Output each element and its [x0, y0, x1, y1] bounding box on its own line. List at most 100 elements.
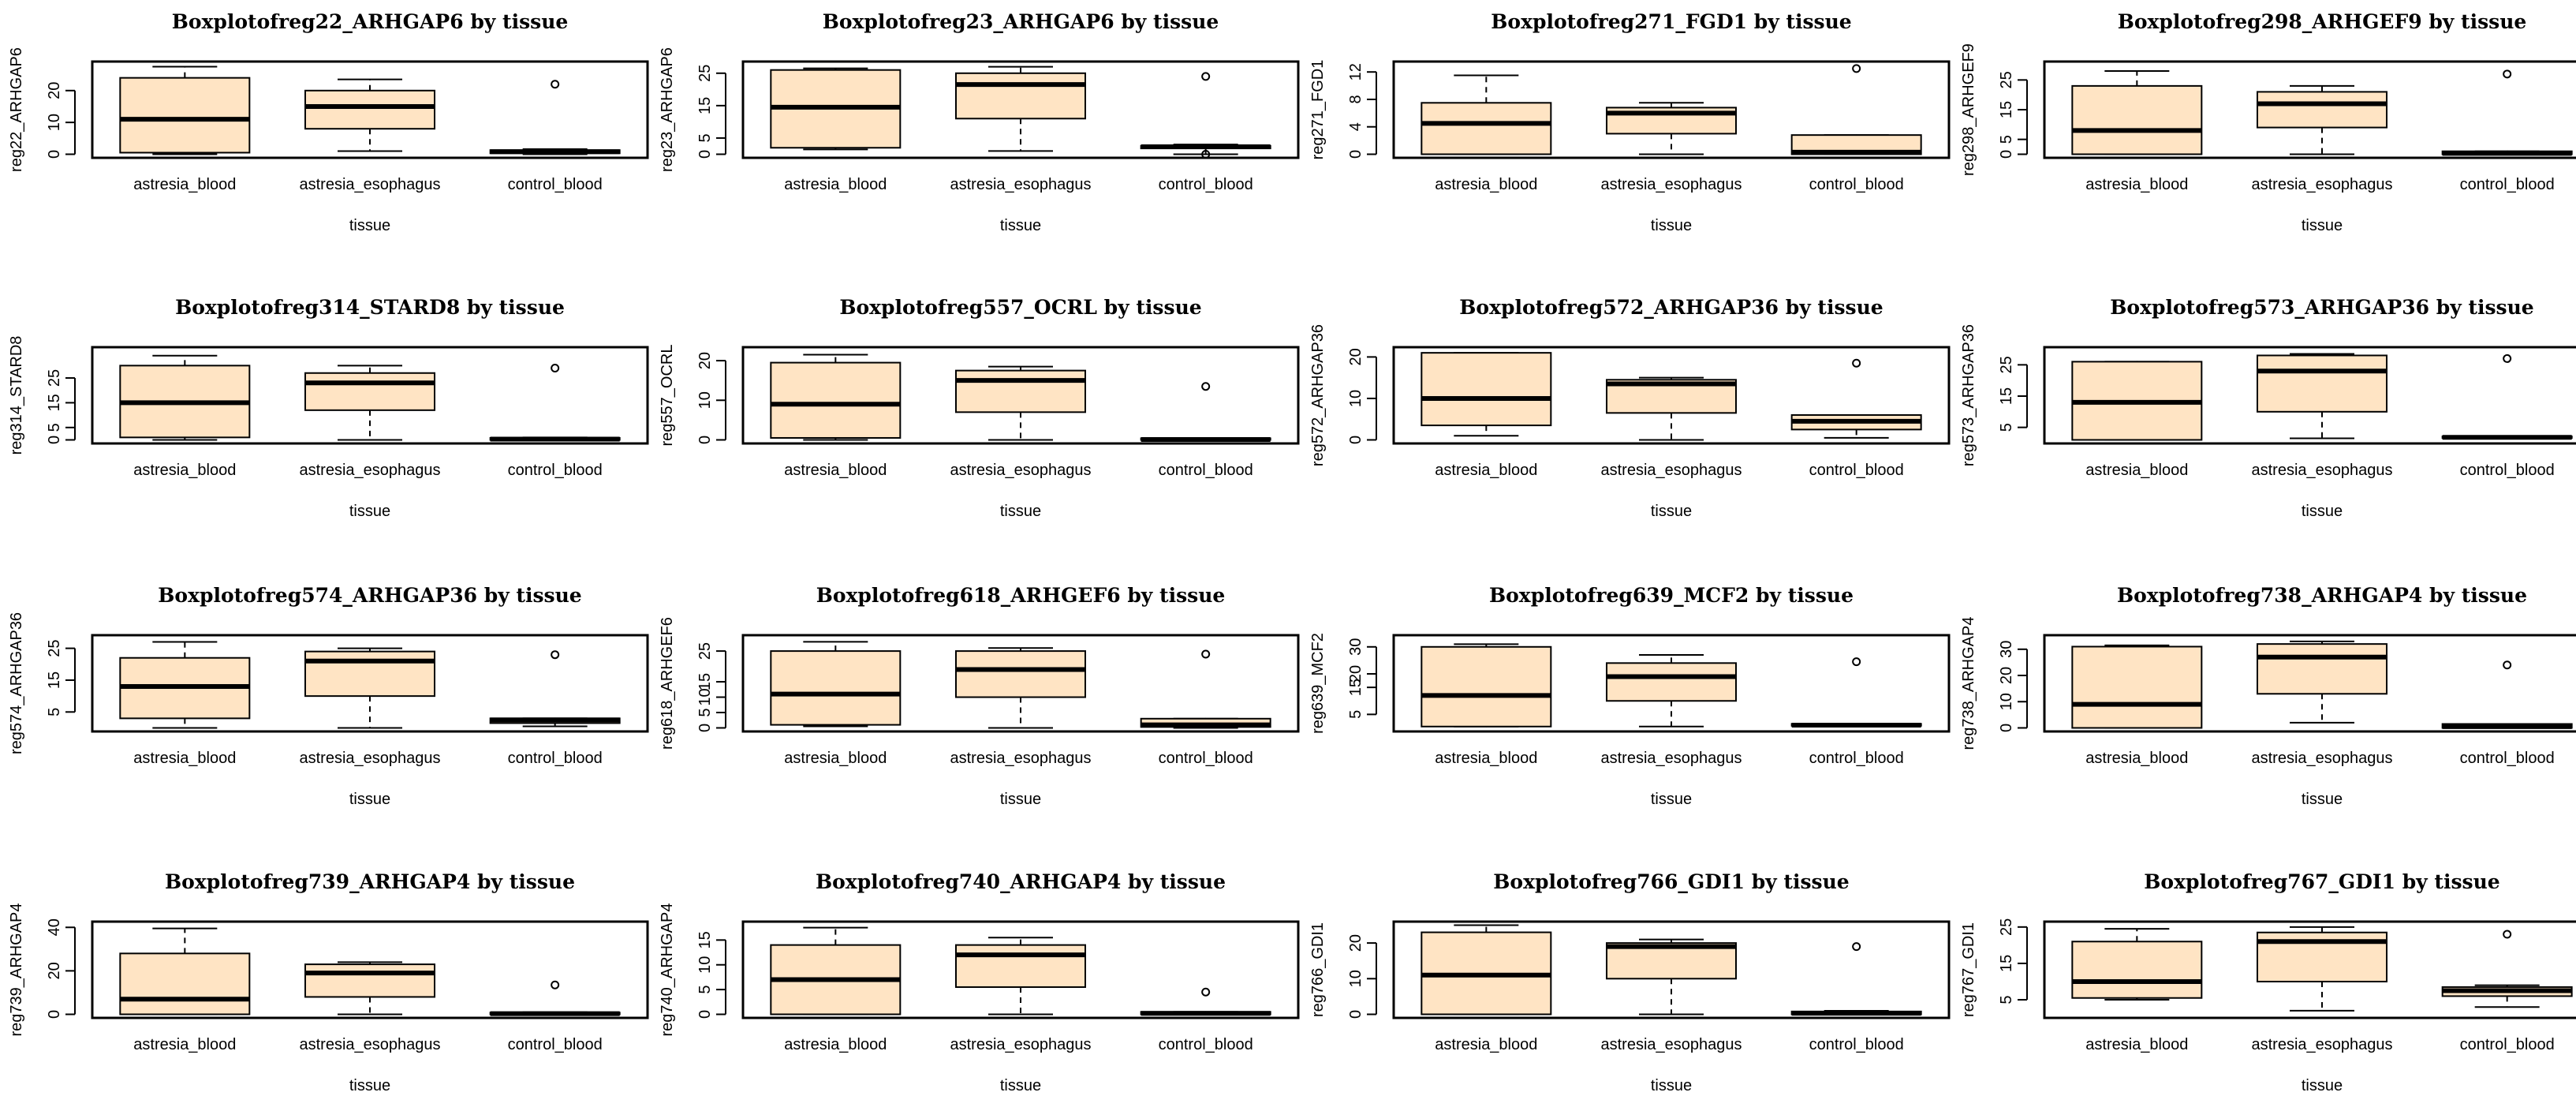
y-axis-label: reg766_GDI1: [1309, 922, 1327, 1017]
iqr-box: [955, 650, 1086, 698]
chart-panel-15: Boxplotofreg766_GDI1 by tissue 0 10 20 reg76…: [1309, 870, 1951, 1094]
outlier-point: [1201, 149, 1211, 159]
box-astresia_esophagus: [955, 937, 1086, 1016]
iqr-box: [1421, 645, 1552, 728]
y-tick-label: 20: [1998, 667, 2015, 684]
outlier-point: [1201, 649, 1211, 659]
box-astresia_blood: [770, 354, 902, 441]
iqr-box: [2257, 354, 2387, 413]
y-axis-label: reg639_MCF2: [1309, 633, 1327, 734]
plot-frame: [1392, 60, 1951, 159]
iqr-box: [2071, 941, 2203, 999]
x-category-label: astresia_esophagus: [1600, 176, 1742, 193]
y-tick-label: 20: [1347, 665, 1365, 683]
iqr-box: [2257, 91, 2387, 129]
chart-panel-3: Boxplotofreg271_FGD1 by tissue 0 4 8 12 reg27…: [1309, 10, 1951, 234]
x-category-label: astresia_esophagus: [950, 750, 1091, 767]
y-tick-label: 15: [1998, 955, 2015, 972]
y-tick-label: 15: [46, 671, 63, 689]
plot-frame: [2043, 920, 2576, 1019]
box-control_blood: [489, 80, 621, 155]
box-control_blood: [2441, 69, 2573, 156]
iqr-box: [955, 944, 1086, 988]
y-tick-label: 15: [1998, 101, 2015, 118]
chart-panel-2: Boxplotofreg23_ARHGAP6 by tissue 0 5 15 25 re…: [659, 10, 1300, 234]
x-category-label: astresia_esophagus: [2251, 462, 2392, 479]
iqr-box: [119, 952, 251, 1016]
x-axis-label: tissue: [349, 791, 390, 808]
y-axis-label: reg271_FGD1: [1309, 60, 1327, 160]
chart-panel-7: Boxplotofreg572_ARHGAP36 by tissue 0 10 20 r…: [1309, 296, 1951, 520]
box-astresia_esophagus: [2257, 926, 2387, 1012]
x-category-label: astresia_blood: [2085, 462, 2188, 479]
iqr-box: [955, 369, 1086, 413]
y-tick-label: 30: [1347, 638, 1365, 656]
iqr-box: [119, 77, 251, 154]
x-axis-label: tissue: [1651, 503, 1692, 520]
box-astresia_blood: [770, 67, 902, 151]
y-tick-label: 20: [46, 82, 63, 99]
box-astresia_esophagus: [2257, 84, 2387, 155]
y-tick-label: 0: [696, 1010, 714, 1019]
x-category-label: astresia_esophagus: [299, 1036, 440, 1053]
y-tick-label: 15: [696, 673, 714, 690]
box-control_blood: [1140, 987, 1271, 1016]
box-astresia_blood: [119, 927, 251, 1016]
y-tick-label: 5: [1998, 135, 2015, 144]
chart-title: Boxplotofreg738_ARHGAP4 by tissue: [2117, 584, 2527, 607]
y-axis-label: reg557_OCRL: [659, 345, 676, 447]
chart-title: Boxplotofreg572_ARHGAP36 by tissue: [1459, 296, 1883, 319]
x-category-label: astresia_esophagus: [950, 462, 1091, 479]
y-axis-label: reg298_ARHGEF9: [1960, 43, 1977, 176]
outlier-point: [1852, 942, 1861, 952]
box-control_blood: [1790, 358, 1922, 439]
y-tick-label: 15: [46, 394, 63, 411]
chart-title: Boxplotofreg574_ARHGAP36 by tissue: [158, 584, 581, 607]
x-axis-label: tissue: [1000, 791, 1041, 808]
plot-frame: [2043, 346, 2576, 445]
iqr-box: [955, 72, 1086, 120]
chart-panel-12: Boxplotofreg738_ARHGAP4 by tissue 0 10 20 30…: [1960, 584, 2576, 808]
x-category-label: astresia_blood: [1435, 1036, 1537, 1053]
y-tick-label: 5: [46, 423, 63, 432]
box-astresia_esophagus: [2257, 640, 2387, 724]
x-axis-label: tissue: [2302, 1077, 2343, 1094]
x-axis-label: tissue: [2302, 791, 2343, 808]
x-category-label: control_blood: [2460, 176, 2555, 193]
x-category-label: control_blood: [1809, 462, 1904, 479]
y-tick-label: 4: [1347, 122, 1365, 131]
y-tick-label: 10: [1347, 390, 1365, 407]
y-tick-label: 15: [1347, 679, 1365, 696]
y-axis-label: reg22_ARHGAP6: [8, 47, 25, 172]
y-tick-label: 5: [1347, 710, 1365, 719]
x-category-label: astresia_blood: [1435, 462, 1537, 479]
y-axis-label: reg738_ARHGAP4: [1960, 617, 1977, 750]
box-astresia_esophagus: [955, 65, 1086, 152]
iqr-box: [770, 361, 902, 439]
box-control_blood: [1140, 382, 1271, 442]
box-astresia_blood: [770, 926, 902, 1016]
y-tick-label: 8: [1347, 95, 1365, 103]
outlier-point: [1201, 987, 1211, 997]
box-astresia_blood: [2071, 644, 2203, 729]
y-tick-label: 20: [46, 962, 63, 979]
iqr-box: [304, 963, 435, 998]
chart-title: Boxplotofreg639_MCF2 by tissue: [1489, 584, 1854, 607]
chart-title: Boxplotofreg739_ARHGAP4 by tissue: [165, 870, 575, 893]
y-tick-label: 0: [696, 436, 714, 444]
outlier-point: [2503, 660, 2512, 670]
box-control_blood: [1140, 649, 1271, 729]
box-astresia_blood: [1421, 352, 1552, 437]
chart-title: Boxplotofreg22_ARHGAP6 by tissue: [172, 10, 569, 33]
y-tick-label: 25: [1998, 356, 2015, 373]
y-tick-label: 5: [46, 708, 63, 716]
outlier-point: [551, 363, 560, 372]
outlier-point: [1201, 72, 1211, 81]
x-category-label: astresia_blood: [1435, 176, 1537, 193]
y-tick-label: 20: [1347, 934, 1365, 952]
iqr-box: [2071, 645, 2203, 729]
iqr-box: [1606, 942, 1737, 980]
y-tick-label: 25: [1998, 918, 2015, 936]
box-astresia_blood: [1421, 924, 1552, 1016]
